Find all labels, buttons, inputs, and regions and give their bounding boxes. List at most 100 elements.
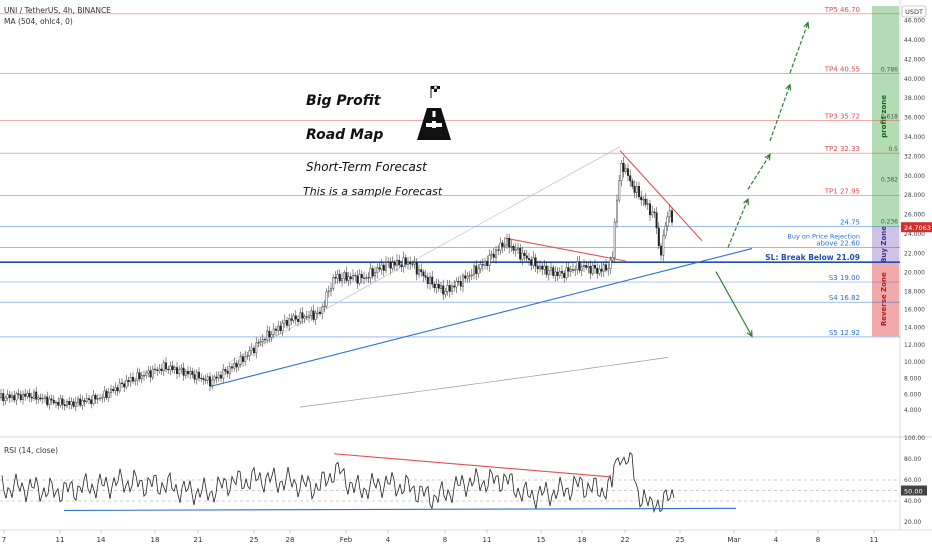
candle-body-3	[6, 394, 9, 399]
candle-body-56	[123, 383, 126, 388]
y-tick-13: 30.000	[904, 173, 925, 180]
y-tick-20: 44.000	[904, 37, 925, 44]
candle-body-196	[431, 276, 434, 285]
candle-body-38	[83, 400, 86, 402]
candle-body-202	[444, 291, 447, 295]
candle-body-267	[587, 266, 590, 268]
candle-body-145	[319, 311, 322, 314]
candle-body-294	[646, 203, 649, 205]
candle-body-223	[490, 253, 493, 256]
candle-body-277	[609, 259, 612, 269]
candle-body-152	[334, 277, 337, 279]
candle-body-1	[2, 393, 5, 402]
candle-body-97	[213, 376, 216, 381]
forecast-arrowhead-1	[764, 153, 771, 161]
level-label-10: S5 12.92	[829, 329, 860, 337]
candle-body-226	[497, 249, 500, 251]
candle-body-211	[464, 275, 467, 279]
road-map-icon	[417, 85, 451, 140]
candle-body-6	[13, 395, 16, 401]
candle-body-59	[129, 377, 132, 382]
candle-body-20	[44, 396, 47, 399]
candle-body-189	[415, 262, 418, 275]
candle-body-187	[411, 263, 414, 265]
candle-body-254	[558, 271, 561, 276]
candle-body-119	[261, 339, 264, 342]
candle-body-122	[268, 330, 271, 338]
forecast-arrowhead-3	[803, 21, 810, 29]
candles-group	[0, 156, 674, 412]
candle-body-300	[660, 245, 663, 256]
candle-body-228	[501, 242, 504, 247]
candle-body-35	[76, 398, 79, 403]
fib-label-2: 0.5	[888, 146, 898, 153]
y-tick-17: 38.000	[904, 95, 925, 102]
y-tick-0: 4.000	[904, 407, 921, 414]
candle-body-57	[125, 380, 128, 388]
candle-body-124	[272, 328, 275, 335]
candle-body-215	[473, 265, 476, 276]
candle-body-43	[94, 394, 97, 400]
candle-body-21	[46, 396, 49, 406]
candle-body-0	[0, 393, 2, 398]
candle-body-136	[299, 312, 302, 322]
y-tick-7: 18.000	[904, 288, 925, 295]
candle-body-258	[567, 267, 570, 272]
candle-body-64	[140, 375, 143, 380]
ma-line: MA (504, ohlc4, 0)	[4, 17, 73, 26]
candle-body-168	[369, 268, 372, 278]
candle-body-184	[404, 257, 407, 265]
level-label-9: S4 16.82	[829, 294, 860, 302]
candle-body-212	[466, 276, 469, 279]
candle-body-178	[391, 262, 394, 269]
candle-body-49	[107, 392, 110, 398]
candle-body-265	[583, 265, 586, 267]
candle-body-270	[594, 264, 597, 269]
resistance-trendline-2	[619, 150, 703, 242]
candle-body-58	[127, 380, 130, 382]
candle-body-224	[492, 253, 495, 258]
candle-body-108	[237, 364, 240, 368]
candle-body-179	[393, 262, 396, 266]
candle-body-30	[65, 401, 68, 407]
candle-body-191	[420, 269, 423, 273]
candle-body-284	[624, 168, 627, 172]
candle-body-111	[244, 356, 247, 362]
candle-body-154	[338, 273, 341, 282]
candle-body-27	[59, 398, 62, 406]
rsi-last-label: 50.00	[904, 488, 923, 496]
candle-body-86	[189, 371, 192, 375]
candle-body-140	[308, 315, 311, 318]
x-tick-3: 18	[151, 536, 160, 544]
candle-body-262	[576, 261, 579, 270]
candle-body-84	[184, 371, 187, 376]
candle-body-234	[514, 248, 517, 251]
candle-body-257	[565, 267, 568, 278]
candle-body-251	[552, 267, 555, 276]
candle-body-73	[160, 368, 163, 371]
candle-body-274	[602, 264, 605, 272]
fib-label-4: 0.236	[881, 218, 898, 225]
candle-body-112	[246, 355, 249, 357]
rsi-tick-4: 100.00	[904, 435, 925, 442]
candle-body-10	[22, 393, 25, 400]
y-tick-9: 22.000	[904, 250, 925, 257]
channel-upper-line	[229, 146, 621, 363]
candle-body-283	[622, 163, 625, 172]
candle-body-150	[330, 288, 333, 292]
candle-body-238	[523, 252, 526, 256]
candle-body-286	[629, 175, 632, 182]
rsi-last-tag	[901, 485, 927, 496]
x-tick-7: Feb	[340, 536, 353, 544]
candle-body-185	[407, 261, 410, 265]
candle-body-222	[488, 254, 491, 266]
candle-body-70	[153, 368, 156, 370]
candle-body-247	[543, 265, 546, 270]
candle-body-164	[360, 274, 363, 279]
candle-body-263	[578, 261, 581, 271]
candle-body-105	[230, 366, 233, 369]
candle-body-115	[252, 347, 255, 354]
level-label-1: TP4 40.55	[824, 65, 860, 73]
